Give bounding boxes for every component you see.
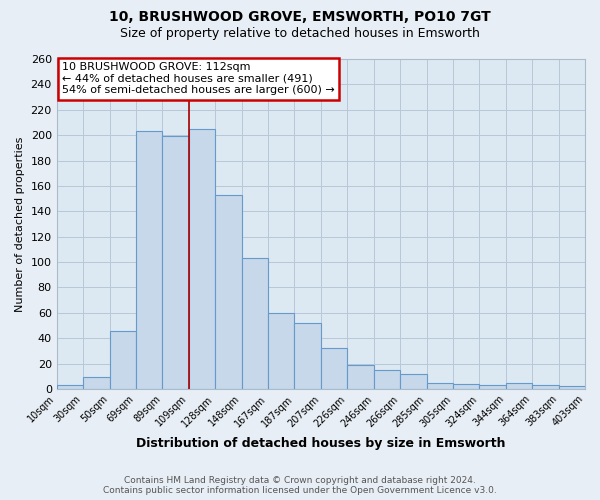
Bar (295, 323, 321, 389)
Bar (453, 384, 479, 389)
Bar (242, 258, 268, 389)
Bar (56, 385, 83, 389)
Bar (189, 129, 215, 389)
Text: 10, BRUSHWOOD GROVE, EMSWORTH, PO10 7GT: 10, BRUSHWOOD GROVE, EMSWORTH, PO10 7GT (109, 10, 491, 24)
Bar (427, 382, 453, 389)
X-axis label: Distribution of detached houses by size in Emsworth: Distribution of detached houses by size … (136, 437, 506, 450)
Bar (479, 385, 506, 389)
Bar (83, 378, 110, 389)
Bar (532, 385, 559, 389)
Bar (347, 365, 374, 389)
Text: Size of property relative to detached houses in Emsworth: Size of property relative to detached ho… (120, 28, 480, 40)
Bar (110, 330, 136, 389)
Bar (215, 195, 242, 389)
Bar (163, 136, 189, 389)
Bar (321, 348, 347, 389)
Bar (136, 132, 163, 389)
Bar (374, 370, 400, 389)
Text: 10 BRUSHWOOD GROVE: 112sqm
← 44% of detached houses are smaller (491)
54% of sem: 10 BRUSHWOOD GROVE: 112sqm ← 44% of deta… (62, 62, 335, 96)
Bar (506, 382, 532, 389)
Bar (400, 374, 427, 389)
Y-axis label: Number of detached properties: Number of detached properties (15, 136, 25, 312)
Text: Contains HM Land Registry data © Crown copyright and database right 2024.
Contai: Contains HM Land Registry data © Crown c… (103, 476, 497, 495)
Bar (559, 386, 585, 389)
Bar (268, 313, 295, 389)
